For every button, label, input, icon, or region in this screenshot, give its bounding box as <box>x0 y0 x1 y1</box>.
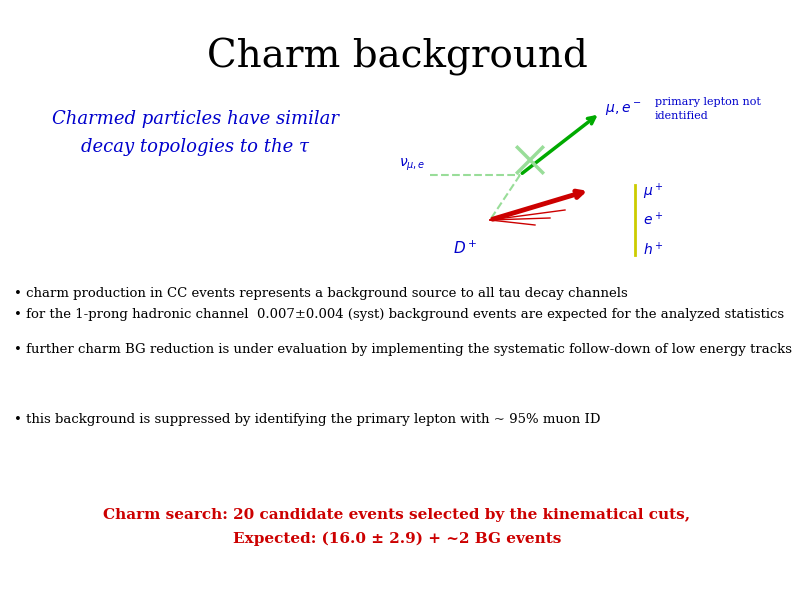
Text: decay topologies to the τ: decay topologies to the τ <box>81 138 309 156</box>
Text: $\mu^+$: $\mu^+$ <box>643 182 664 202</box>
Text: $e^+$: $e^+$ <box>643 211 663 228</box>
Text: $\nu_{\mu,e}$: $\nu_{\mu,e}$ <box>399 157 425 173</box>
Text: primary lepton not
identified: primary lepton not identified <box>655 97 761 121</box>
Text: • for the 1-prong hadronic channel  0.007±0.004 (syst) background events are exp: • for the 1-prong hadronic channel 0.007… <box>14 308 784 321</box>
Text: • this background is suppressed by identifying the primary lepton with ~ 95% muo: • this background is suppressed by ident… <box>14 413 600 426</box>
Text: • further charm BG reduction is under evaluation by implementing the systematic : • further charm BG reduction is under ev… <box>14 343 794 356</box>
Text: $\mu,e^-$: $\mu,e^-$ <box>605 102 642 118</box>
Text: $h^+$: $h^+$ <box>643 242 664 259</box>
Text: • charm production in CC events represents a background source to all tau decay : • charm production in CC events represen… <box>14 287 628 300</box>
Text: Charm background: Charm background <box>206 38 588 76</box>
Text: Expected: (16.0 ± 2.9) + ~2 BG events: Expected: (16.0 ± 2.9) + ~2 BG events <box>233 532 561 546</box>
Text: Charmed particles have similar: Charmed particles have similar <box>52 110 338 128</box>
Text: $D^+$: $D^+$ <box>453 240 477 257</box>
Text: Charm search: 20 candidate events selected by the kinematical cuts,: Charm search: 20 candidate events select… <box>103 508 691 522</box>
